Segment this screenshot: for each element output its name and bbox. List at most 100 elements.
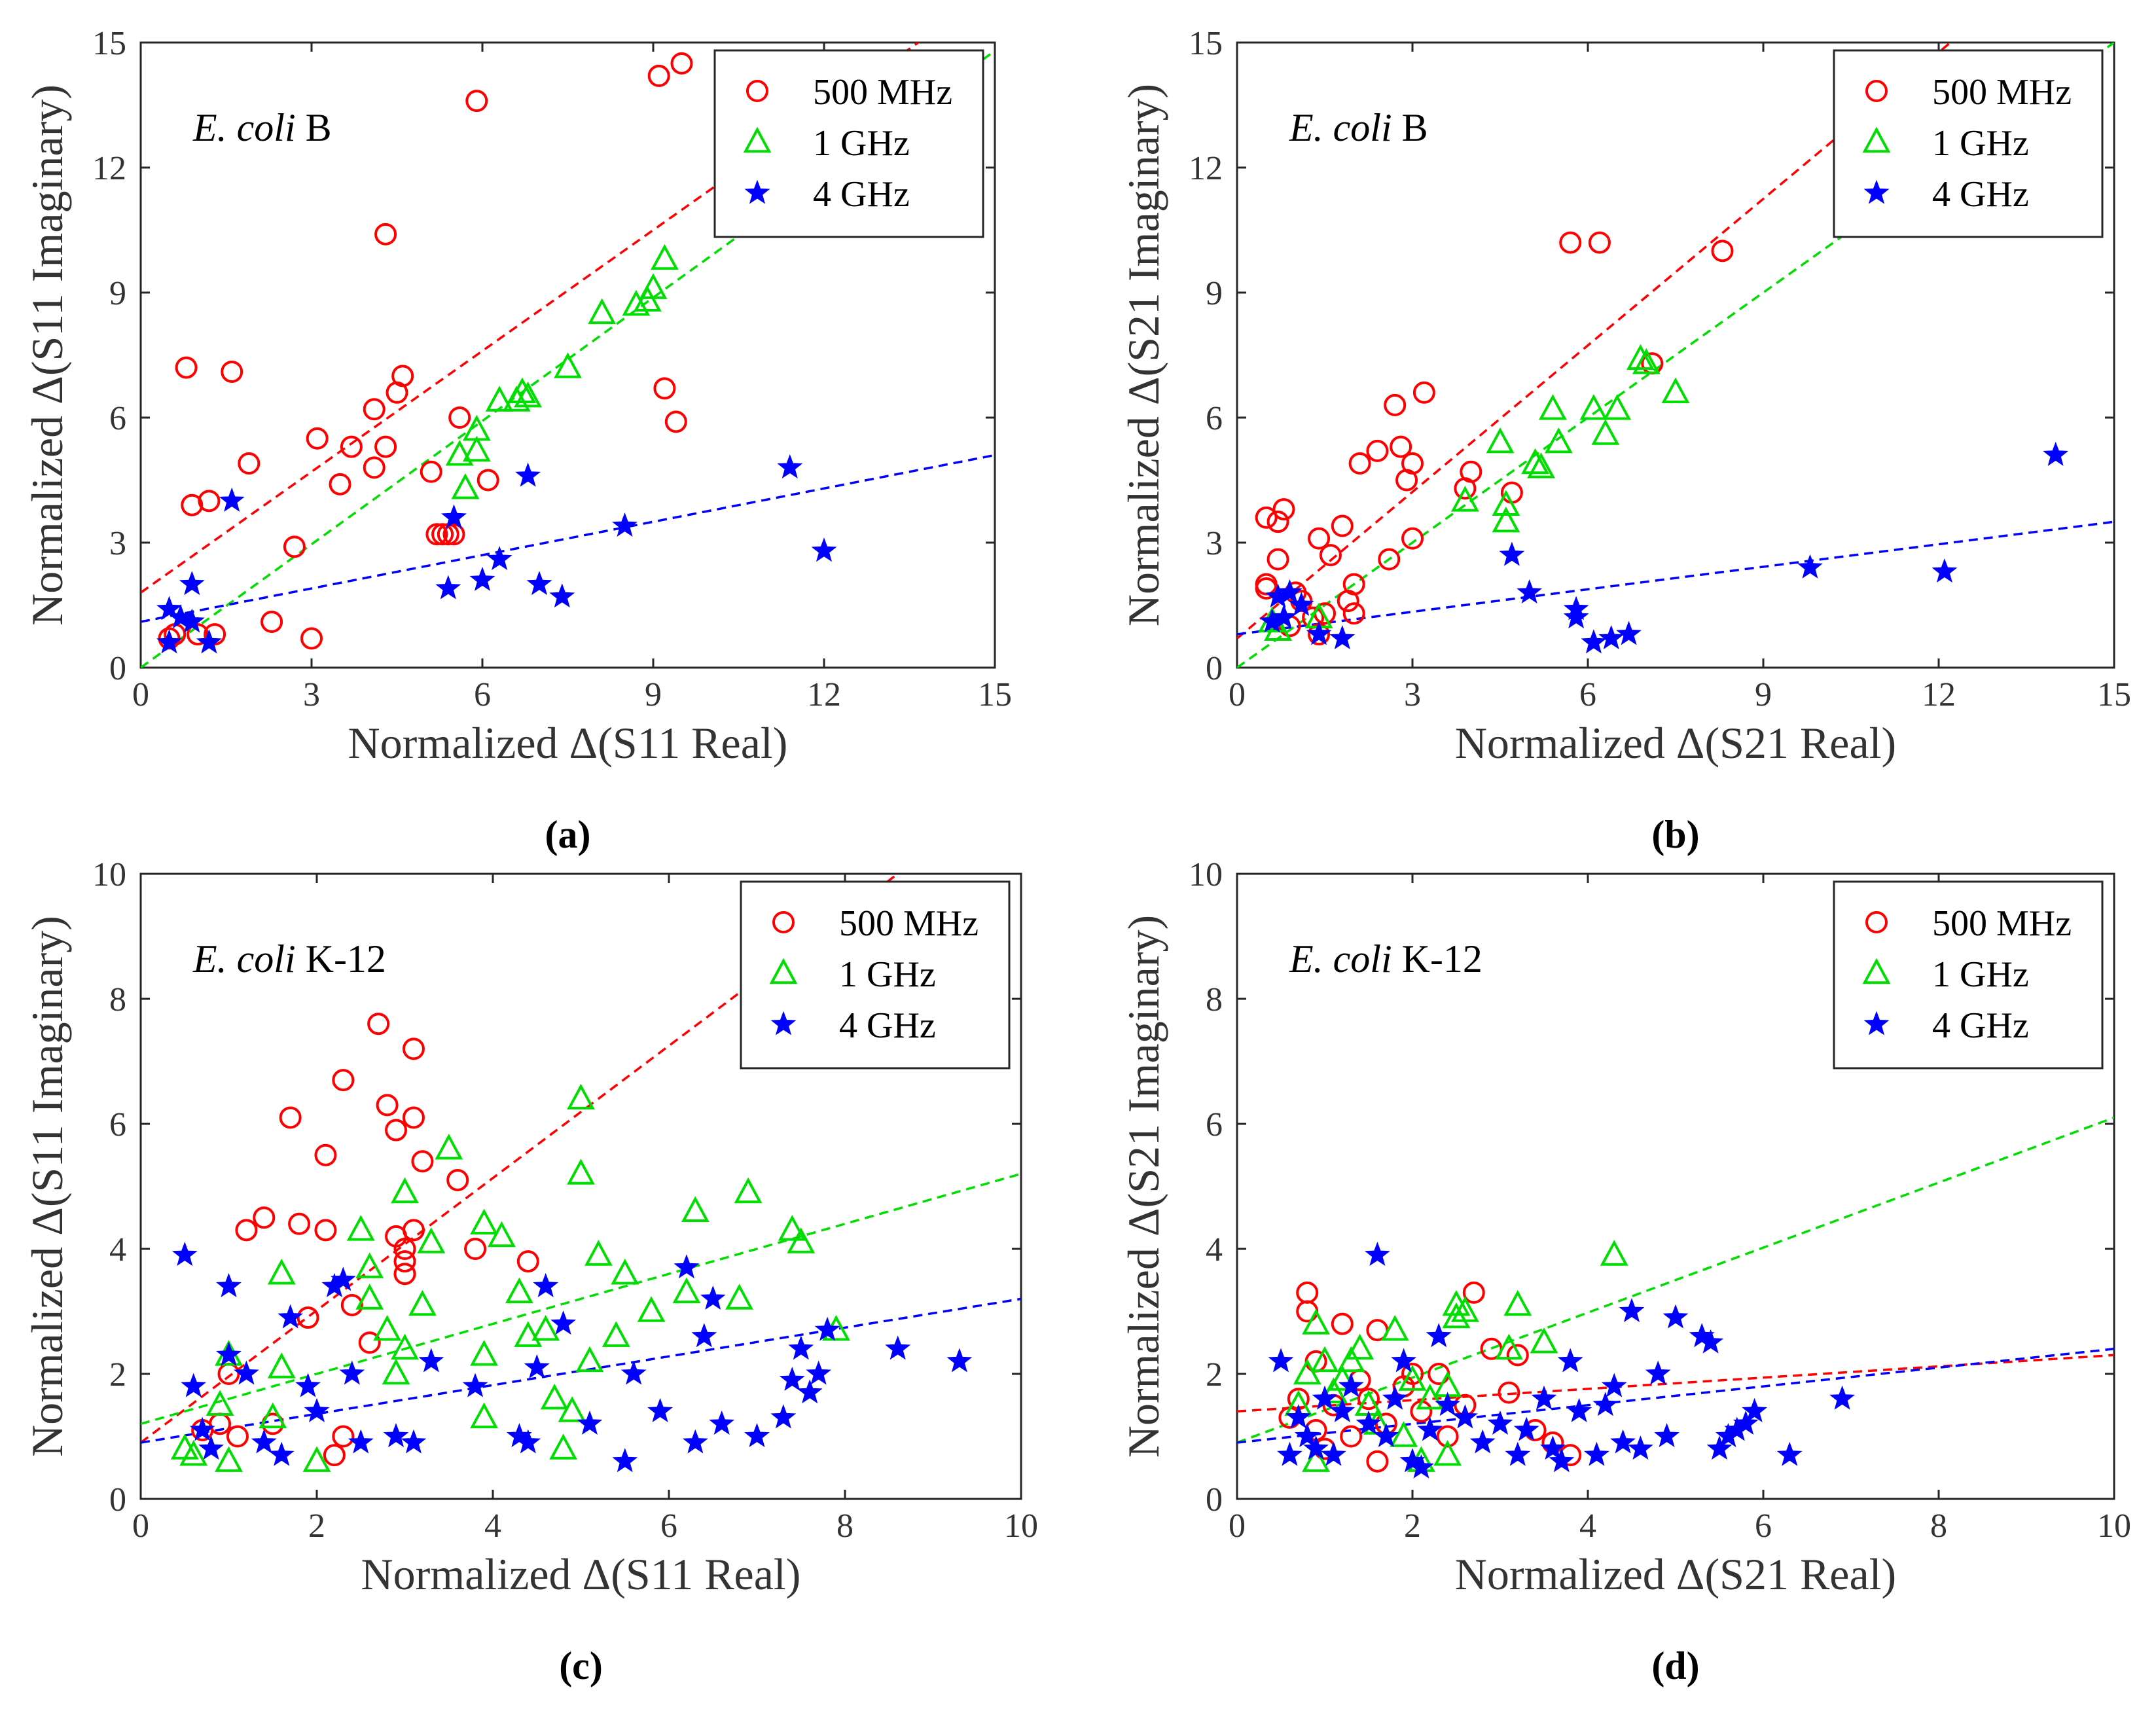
y-tick-label: 10 (1189, 856, 1223, 893)
data-point (811, 537, 837, 562)
data-point (198, 490, 221, 513)
data-point (355, 1252, 384, 1278)
data-point (1931, 558, 1958, 583)
y-tick-label: 6 (1206, 1106, 1223, 1143)
data-point (1310, 1346, 1339, 1373)
data-point (1285, 1404, 1312, 1429)
data-point (1417, 1416, 1443, 1441)
data-point (1271, 604, 1297, 629)
data-point (1661, 377, 1690, 403)
trendline-star (141, 1297, 1021, 1444)
data-point (1320, 1377, 1348, 1403)
legend-marker-circle (1865, 80, 1888, 102)
data-point (1494, 1333, 1523, 1360)
data-point (647, 1397, 673, 1422)
data-point (470, 1402, 498, 1429)
panel-label: (b) (1651, 813, 1699, 856)
data-point (1563, 604, 1589, 629)
data-point (251, 1429, 277, 1454)
data-point (1331, 514, 1354, 537)
data-point (1373, 1423, 1399, 1448)
legend-marker-star (744, 179, 770, 204)
data-point (1627, 1435, 1653, 1460)
data-point (1267, 548, 1289, 571)
data-point (1487, 1410, 1513, 1435)
legend: 500 MHz 1 GHz 4 GHz (1833, 49, 2104, 238)
data-point (770, 1404, 797, 1429)
legend-label: 4 GHz (1932, 1005, 2029, 1046)
data-point (402, 1106, 425, 1129)
data-point (304, 1397, 330, 1422)
data-point (181, 1373, 207, 1397)
data-point (1303, 1435, 1329, 1460)
data-point (1366, 1450, 1389, 1473)
strain-annotation: E. coli B (192, 106, 332, 149)
data-point (1348, 452, 1371, 475)
data-point (1626, 344, 1655, 370)
y-tick-label: 6 (1206, 400, 1223, 437)
data-point (1645, 1360, 1671, 1385)
data-point (402, 1037, 425, 1060)
data-point (179, 608, 205, 633)
data-point (1492, 507, 1520, 533)
data-point (1499, 541, 1525, 566)
data-point (1513, 1416, 1539, 1441)
y-tick-label: 2 (1206, 1356, 1223, 1394)
data-point (417, 1227, 446, 1253)
data-point (1390, 1421, 1418, 1447)
data-point (1517, 579, 1543, 603)
data-point (1433, 1440, 1462, 1466)
data-point (639, 273, 668, 299)
data-point (1469, 1429, 1496, 1454)
x-tick-label: 10 (2097, 1507, 2131, 1545)
data-point (1600, 1240, 1628, 1266)
data-point (1492, 490, 1520, 516)
data-point (469, 566, 495, 591)
data-point (168, 604, 194, 629)
panel-label: (d) (1651, 1644, 1699, 1687)
data-point (451, 473, 480, 499)
data-point (1742, 1397, 1768, 1422)
y-axis-label: Normalized Δ(S11 Imaginary) (22, 84, 72, 626)
data-point (1337, 1346, 1365, 1373)
data-point (1539, 1435, 1566, 1460)
data-point (1559, 231, 1582, 254)
data-point (1581, 629, 1607, 654)
legend-label: 1 GHz (1932, 954, 2029, 995)
data-point (885, 1335, 911, 1360)
data-point (1557, 1348, 1583, 1373)
data-point (462, 435, 491, 462)
series-circle (1255, 231, 1734, 646)
data-point (1797, 554, 1823, 579)
data-point (261, 610, 283, 633)
data-point (235, 1219, 258, 1242)
legend-marker-triangle (1862, 126, 1891, 153)
data-point (363, 398, 386, 421)
data-point (1331, 1312, 1354, 1335)
strain-genus: E. coli (192, 106, 296, 149)
data-point (288, 1212, 311, 1235)
data-point (700, 1285, 726, 1310)
data-point (259, 1402, 287, 1429)
data-point (374, 223, 397, 245)
data-point (1776, 1441, 1803, 1466)
data-point (411, 1150, 434, 1173)
data-point (267, 1259, 296, 1285)
data-point (1401, 527, 1424, 550)
legend-label: 500 MHz (1932, 903, 2072, 944)
data-point (445, 440, 474, 466)
data-point (1503, 1289, 1532, 1316)
data-point (1462, 1281, 1485, 1304)
data-point (1486, 427, 1515, 454)
x-axis-label: Normalized Δ(S11 Real) (361, 1549, 801, 1599)
y-tick-label: 12 (92, 150, 126, 187)
data-point (1293, 1358, 1321, 1385)
data-point (620, 1360, 647, 1385)
data-point (339, 1360, 365, 1385)
legend-marker-triangle (743, 126, 772, 153)
data-point (300, 627, 323, 650)
data-point (446, 1168, 469, 1191)
data-point (306, 427, 329, 450)
series-circle (1278, 1281, 1582, 1473)
